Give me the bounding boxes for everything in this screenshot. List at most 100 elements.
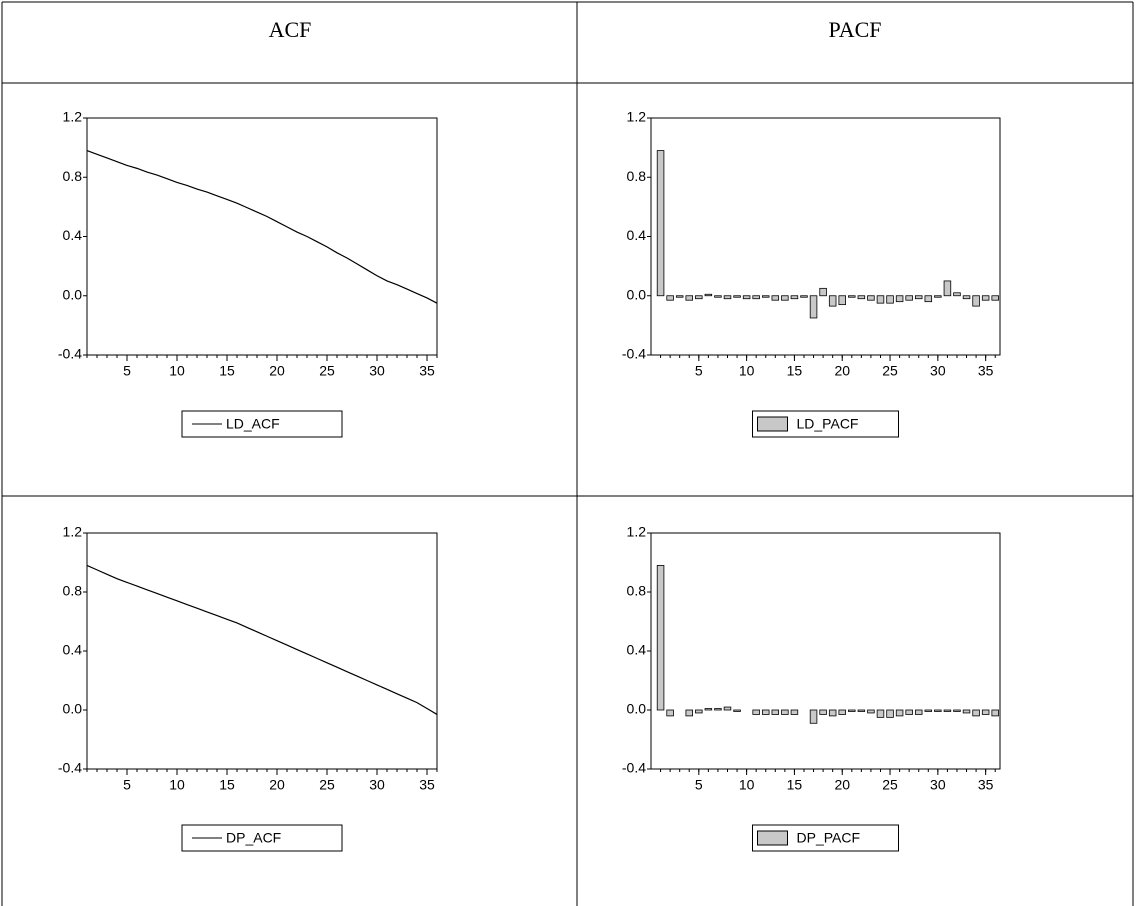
x-tick-label: 30: [930, 777, 946, 793]
legend-label: DP_PACF: [797, 830, 861, 846]
y-tick-label: -0.4: [622, 760, 646, 776]
y-tick-label: 1.2: [63, 109, 83, 125]
pacf-bar: [781, 295, 789, 301]
pacf-bar: [934, 295, 942, 298]
x-tick-label: 10: [169, 777, 185, 793]
pacf-bar: [838, 709, 846, 715]
pacf-bar: [857, 295, 866, 300]
x-tick-label: 30: [930, 363, 946, 379]
pacf-bar: [809, 709, 818, 724]
pacf-bar: [800, 295, 808, 298]
y-tick-label: 0.8: [627, 583, 647, 599]
pacf-bar: [742, 295, 751, 300]
legend-box: [181, 824, 343, 852]
pacf-bar: [991, 295, 999, 301]
pacf-bar: [972, 709, 980, 717]
x-tick-label: 5: [695, 777, 703, 793]
pacf-bar: [857, 709, 866, 712]
pacf-bar: [924, 295, 933, 303]
pacf-bar: [714, 295, 722, 298]
y-tick-label: 0.4: [63, 227, 83, 243]
y-tick-label: 0.0: [63, 286, 83, 302]
pacf-bar: [981, 709, 990, 715]
pacf-bar: [905, 295, 913, 301]
y-tick-label: 1.2: [63, 524, 83, 540]
x-tick-label: 20: [269, 777, 285, 793]
pacf-bar: [695, 295, 703, 300]
pacf-bar: [914, 295, 923, 300]
pacf-bar: [876, 709, 885, 718]
x-tick-label: 10: [169, 363, 185, 379]
y-tick-label: 0.4: [63, 642, 83, 658]
x-tick-label: 10: [739, 777, 755, 793]
pacf-bar: [895, 295, 904, 303]
y-tick-label: 0.8: [63, 583, 83, 599]
pacf-bar: [828, 709, 837, 717]
pacf-bar: [790, 709, 799, 715]
pacf-bar: [943, 280, 952, 297]
pacf-bar: [761, 295, 770, 298]
pacf-bar: [771, 295, 780, 301]
y-tick-label: -0.4: [58, 760, 82, 776]
pacf-bar: [838, 295, 846, 306]
legend-label: LD_ACF: [226, 416, 280, 432]
x-tick-label: 20: [834, 363, 850, 379]
x-tick-label: 35: [419, 777, 435, 793]
pacf-bar: [781, 709, 789, 715]
pacf-bar: [962, 295, 971, 300]
legend-label: DP_ACF: [226, 830, 281, 846]
x-tick-label: 25: [882, 777, 898, 793]
legend-swatch: [757, 416, 788, 432]
y-tick-label: 0.0: [627, 286, 647, 302]
pacf-bar: [828, 295, 837, 307]
x-tick-label: 15: [787, 363, 803, 379]
pacf-bar: [752, 295, 760, 300]
pacf-bar: [656, 150, 665, 297]
pacf-bar: [752, 709, 760, 715]
acf-line: [86, 564, 438, 715]
pacf-bar: [685, 295, 693, 301]
pacf-bar: [867, 709, 875, 714]
pacf-bar: [666, 709, 674, 717]
x-tick-label: 25: [882, 363, 898, 379]
x-tick-label: 20: [834, 777, 850, 793]
pacf-bar: [991, 709, 999, 717]
legend-label: LD_PACF: [797, 416, 859, 432]
pacf-bar: [685, 709, 693, 717]
pacf-bar: [867, 295, 875, 301]
y-tick-label: -0.4: [622, 346, 646, 362]
y-tick-label: 1.2: [627, 524, 647, 540]
x-tick-label: 20: [269, 363, 285, 379]
pacf-bar: [714, 708, 722, 711]
pacf-bar: [953, 709, 961, 712]
pacf-bar: [704, 708, 713, 711]
x-tick-label: 5: [695, 363, 703, 379]
y-tick-label: 0.0: [63, 701, 83, 717]
x-tick-label: 35: [419, 363, 435, 379]
pacf-bar: [656, 565, 665, 711]
pacf-bar: [723, 706, 732, 711]
pacf-bar: [704, 293, 713, 297]
pacf-bar: [723, 295, 732, 300]
pacf-bar: [981, 295, 990, 301]
x-tick-label: 5: [123, 363, 131, 379]
pacf-bar: [819, 287, 827, 297]
column-header: PACF: [828, 17, 881, 42]
x-tick-label: 30: [369, 363, 385, 379]
pacf-bar: [790, 295, 799, 300]
y-tick-label: 0.4: [627, 227, 647, 243]
pacf-bar: [848, 709, 856, 712]
x-tick-label: 35: [978, 777, 994, 793]
pacf-bar: [695, 709, 703, 714]
x-tick-label: 25: [319, 777, 335, 793]
pacf-bar: [924, 709, 933, 712]
x-tick-label: 15: [219, 363, 235, 379]
x-tick-label: 10: [739, 363, 755, 379]
pacf-bar: [771, 709, 780, 715]
pacf-bar: [886, 709, 894, 718]
pacf-bar: [943, 709, 952, 712]
legend-swatch: [757, 830, 788, 846]
y-tick-label: -0.4: [58, 346, 82, 362]
